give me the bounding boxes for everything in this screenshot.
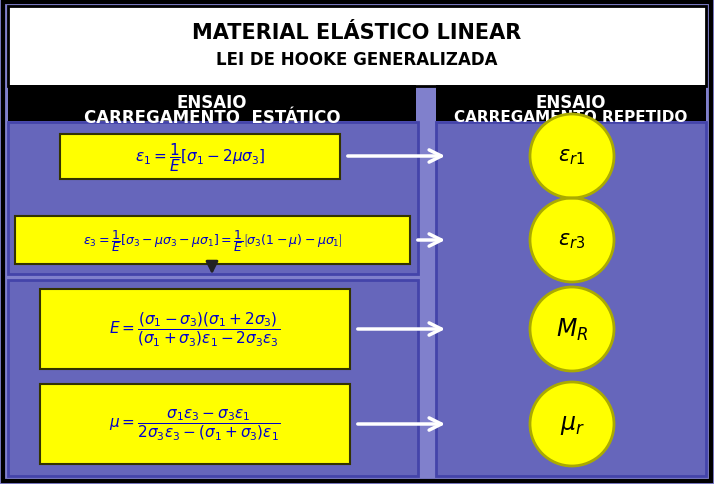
Text: CARREGAMENTO REPETIDO: CARREGAMENTO REPETIDO: [454, 110, 688, 125]
Text: $\mu = \dfrac{\sigma_1\varepsilon_3 - \sigma_3\varepsilon_1}{2\sigma_3\varepsilo: $\mu = \dfrac{\sigma_1\varepsilon_3 - \s…: [109, 407, 281, 441]
Text: ENSAIO: ENSAIO: [177, 94, 247, 112]
Circle shape: [530, 287, 614, 371]
Bar: [15, 216, 410, 264]
Bar: [436, 123, 706, 476]
Text: CARREGAMENTO  ESTÁTICO: CARREGAMENTO ESTÁTICO: [84, 109, 341, 127]
Text: $\varepsilon_{r3}$: $\varepsilon_{r3}$: [558, 230, 585, 251]
Bar: [40, 384, 350, 464]
Circle shape: [530, 115, 614, 198]
Bar: [436, 86, 706, 122]
Text: $\mu_r$: $\mu_r$: [560, 412, 585, 436]
Text: $\varepsilon_{r1}$: $\varepsilon_{r1}$: [558, 147, 585, 166]
Text: $E = \dfrac{(\sigma_1 - \sigma_3)(\sigma_1 + 2\sigma_3)}{(\sigma_1 + \sigma_3)\v: $E = \dfrac{(\sigma_1 - \sigma_3)(\sigma…: [109, 310, 281, 348]
Text: LEI DE HOOKE GENERALIZADA: LEI DE HOOKE GENERALIZADA: [216, 51, 498, 69]
Text: $M_R$: $M_R$: [556, 316, 588, 342]
Text: $\varepsilon_3 = \dfrac{1}{E}\left[\sigma_3 - \mu\sigma_3 - \mu\sigma_1\right] =: $\varepsilon_3 = \dfrac{1}{E}\left[\sigm…: [83, 227, 343, 254]
Text: MATERIAL ELÁSTICO LINEAR: MATERIAL ELÁSTICO LINEAR: [192, 23, 522, 43]
Bar: [8, 86, 416, 122]
Bar: [8, 280, 418, 476]
Bar: [8, 123, 418, 274]
Circle shape: [530, 382, 614, 466]
Text: ENSAIO: ENSAIO: [536, 94, 606, 112]
Bar: [60, 135, 340, 180]
Bar: [8, 7, 706, 87]
Text: $\varepsilon_1 = \dfrac{1}{E}\left[\sigma_1 - 2\mu\sigma_3\right]$: $\varepsilon_1 = \dfrac{1}{E}\left[\sigm…: [135, 141, 265, 174]
Circle shape: [530, 198, 614, 283]
Bar: [40, 289, 350, 369]
